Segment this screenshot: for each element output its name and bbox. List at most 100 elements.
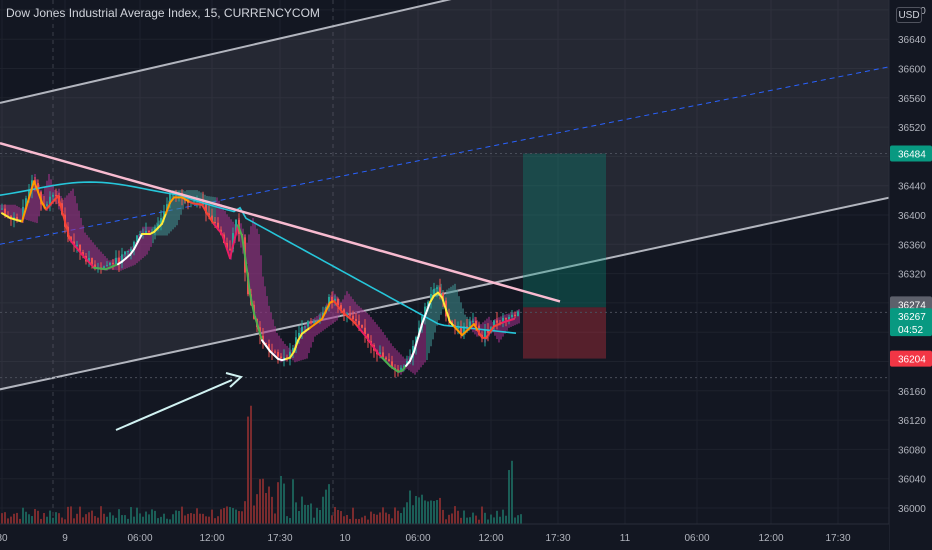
candle-body — [205, 204, 207, 214]
channel-upper-line[interactable] — [0, 0, 770, 104]
ribbon-segment — [260, 255, 262, 335]
ribbon-segment — [316, 316, 318, 336]
target-price-label-bg — [890, 145, 932, 162]
volume-bar — [151, 509, 153, 524]
volume-bar — [79, 506, 81, 524]
ribbon-segment — [284, 343, 286, 362]
volume-bar — [214, 518, 216, 524]
candle-body — [427, 301, 429, 307]
candle-body — [52, 194, 54, 197]
ribbon-segment — [448, 288, 450, 318]
volume-bar — [355, 518, 357, 524]
time-axis-background — [0, 524, 889, 550]
ribbon-segment — [46, 180, 48, 211]
time-axis[interactable]: 30 9 06:00 12:00 17:30 10 06:00 12:00 17:30 11 06:… — [0, 523, 889, 550]
price-tick-label: 36440 — [898, 182, 926, 193]
rainbow-ma-segment — [257, 325, 263, 342]
candle-body — [157, 224, 159, 228]
volume-bar — [37, 510, 39, 524]
rainbow-ma-segment — [297, 332, 303, 342]
channel-lower-line[interactable] — [0, 196, 891, 391]
volume-bar — [85, 514, 87, 524]
ribbon-segment — [146, 226, 148, 255]
rainbow-ma-segment — [129, 248, 135, 256]
price-tick-label: 36600 — [898, 65, 926, 76]
ribbon-segment — [14, 204, 16, 221]
ribbon-segment — [98, 249, 100, 270]
volume-bar — [73, 518, 75, 524]
volume-bar — [148, 514, 150, 524]
candle-body — [136, 235, 138, 242]
rainbow-ma-segment — [293, 339, 299, 353]
volume-bar — [334, 506, 336, 524]
ribbon-segment — [246, 242, 248, 265]
ribbon-segment — [54, 189, 56, 202]
volume-bar — [211, 509, 213, 524]
currency-button[interactable]: USD — [896, 7, 922, 23]
position-target-zone[interactable] — [523, 153, 606, 308]
candle-body — [292, 348, 294, 352]
candle-body — [4, 208, 6, 216]
ribbon-segment — [38, 184, 40, 217]
candle-body — [436, 287, 438, 290]
price-axis[interactable]: 3676036720366803664036600365603652036440… — [888, 0, 932, 550]
ribbon-segment — [330, 295, 332, 325]
candle-body — [397, 369, 399, 371]
ribbon-segment — [304, 324, 306, 360]
ribbon-segment — [216, 197, 218, 229]
candle-body — [460, 328, 462, 334]
candle-body — [124, 251, 126, 255]
volume-bar — [52, 517, 54, 524]
ribbon-segment — [486, 318, 488, 340]
ribbon-segment — [458, 296, 460, 333]
rainbow-ma-segment — [233, 224, 239, 243]
target-price-label: 36484 — [898, 149, 926, 160]
volume-bar — [412, 505, 414, 524]
volume-bar — [271, 496, 273, 524]
chart-grid — [0, 0, 889, 524]
ribbon-segment — [514, 311, 516, 326]
candle-body — [442, 293, 444, 301]
drawings[interactable] — [0, 142, 561, 431]
ribbon-segment — [90, 239, 92, 265]
ribbon-segment — [418, 330, 420, 370]
candle-body — [475, 320, 477, 326]
volume-bar — [307, 504, 309, 524]
rainbow-ma-segment — [325, 301, 331, 312]
volume-bar — [145, 511, 147, 524]
candle-body — [106, 265, 108, 267]
parallel-channel[interactable] — [0, 0, 932, 391]
ribbon-segment — [182, 190, 184, 210]
arrow-head[interactable] — [225, 372, 244, 388]
ribbon-segment — [488, 316, 490, 337]
ribbon-segment — [360, 307, 362, 331]
rainbow-ma-segment — [477, 329, 483, 339]
time-tick-label: 12:00 — [478, 533, 503, 544]
ribbon-segment — [428, 300, 430, 354]
rainbow-ma-segment — [29, 180, 35, 196]
volume-bar — [448, 514, 450, 524]
ribbon-segment — [170, 195, 172, 232]
volume-bar — [403, 507, 405, 524]
ribbon-segment — [414, 344, 416, 375]
ribbon-segment — [278, 335, 280, 361]
rainbow-ma-segment — [213, 223, 219, 231]
downtrend-line[interactable] — [0, 142, 561, 303]
position-stop-zone[interactable] — [523, 307, 606, 359]
arrow-shaft[interactable] — [115, 379, 233, 431]
volume-bar — [118, 509, 120, 524]
volume-bar — [493, 517, 495, 524]
ribbon-segment — [222, 207, 224, 236]
ribbon-segment — [342, 299, 344, 314]
long-position-tool[interactable] — [0, 152, 889, 379]
rainbow-ma-segment — [241, 234, 247, 264]
volume-bar — [520, 514, 522, 524]
ribbon-segment — [96, 247, 98, 270]
rainbow-ma-segment — [229, 240, 235, 260]
volume-bar — [310, 503, 312, 524]
ribbon-segment — [370, 317, 372, 344]
ribbon-segment — [334, 293, 336, 322]
rainbow-ma-segment — [133, 240, 139, 251]
candle-body — [511, 314, 513, 318]
